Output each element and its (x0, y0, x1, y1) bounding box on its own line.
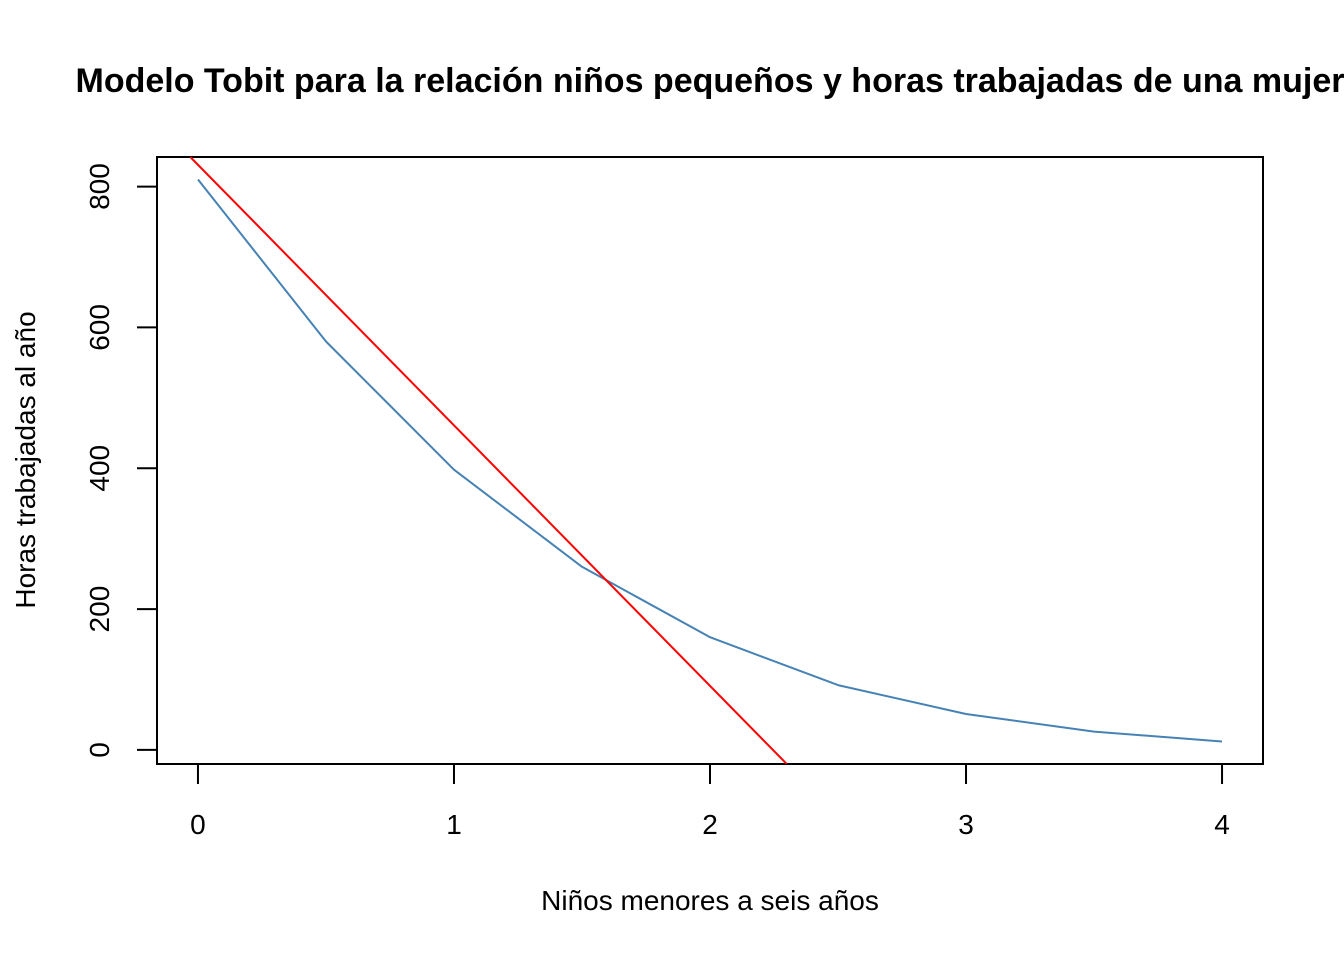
x-axis: 0 1 2 3 4 (190, 763, 1230, 840)
y-tick-label: 600 (84, 304, 115, 351)
y-tick-label: 0 (84, 742, 115, 758)
chart-title: Modelo Tobit para la relación niños pequ… (76, 62, 1344, 100)
y-axis-title: Horas trabajadas al año (10, 311, 41, 608)
x-tick-label: 1 (446, 809, 462, 840)
x-tick-label: 2 (702, 809, 718, 840)
series-line-1 (197, 178, 1223, 743)
y-tick-label: 200 (84, 586, 115, 633)
y-axis: 0 200 400 600 800 (84, 163, 158, 758)
x-axis-title: Niños menores a seis años (541, 885, 879, 916)
y-tick-label: 800 (84, 163, 115, 210)
plot-frame (156, 156, 1264, 765)
x-tick-label: 3 (958, 809, 974, 840)
x-tick-label: 4 (1214, 809, 1230, 840)
series-layer (189, 157, 1223, 764)
x-tick-label: 0 (190, 809, 206, 840)
series-line-2 (189, 157, 788, 764)
y-tick-label: 400 (84, 445, 115, 492)
